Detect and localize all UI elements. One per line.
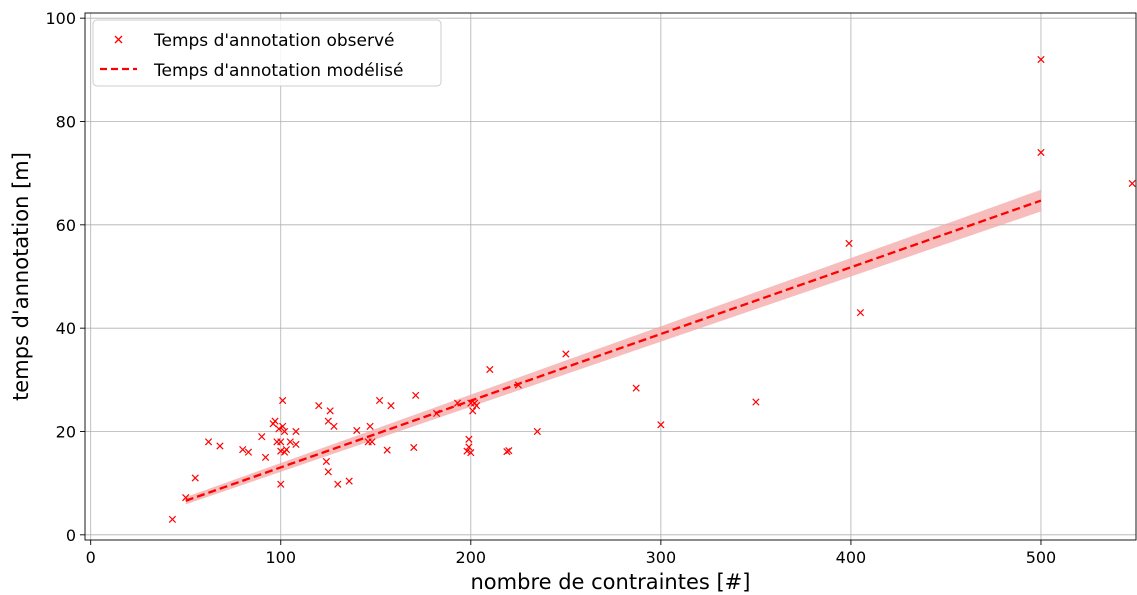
observed-point [845, 239, 853, 248]
observed-point [330, 422, 338, 430]
legend-label-modeled: Temps d'annotation modélisé [153, 61, 403, 81]
observed-point [168, 515, 177, 523]
observed-point [856, 309, 865, 317]
observed-point [472, 402, 481, 410]
observed-point [292, 427, 300, 436]
observed-point [326, 407, 334, 415]
legend-box [92, 19, 442, 87]
observed-point [366, 422, 374, 430]
model-line-layer [185, 199, 1042, 502]
observed-point [292, 440, 300, 449]
x-tick-label: 400 [836, 548, 867, 567]
observed-points-layer [168, 55, 1136, 523]
observed-point [275, 425, 283, 433]
observed-point [258, 433, 266, 441]
observed-point [465, 443, 473, 451]
observed-point [204, 438, 213, 446]
y-tick-label: 100 [45, 9, 76, 28]
confidence-band [185, 189, 1041, 505]
observed-point [375, 396, 384, 405]
observed-point [503, 448, 511, 456]
observed-point [368, 438, 376, 446]
x-axis-ticks: 0 100 200 300 400 500 [86, 540, 1057, 567]
x-tick-label: 100 [265, 548, 296, 567]
observed-point [315, 402, 323, 410]
observed-point [244, 448, 253, 456]
observed-point [562, 350, 570, 358]
observed-point [279, 422, 287, 430]
observed-point [239, 445, 247, 454]
observed-point [286, 438, 294, 446]
x-tick-label: 300 [646, 548, 677, 567]
y-tick-label: 0 [66, 526, 76, 545]
x-axis-label: nombre de contraintes [#] [471, 570, 751, 594]
observed-point [1128, 179, 1136, 188]
observed-point [279, 396, 287, 405]
observed-point [632, 384, 640, 392]
observed-point [1037, 148, 1045, 157]
observed-point [432, 409, 441, 418]
observed-point [533, 427, 541, 436]
observed-point [752, 398, 760, 406]
observed-point [469, 407, 477, 415]
observed-point [277, 438, 285, 446]
observed-point [465, 435, 473, 443]
observed-point [261, 453, 270, 461]
y-tick-label: 20 [56, 423, 76, 442]
observed-point [387, 402, 395, 410]
plot-frame [84, 12, 1137, 541]
observed-point [324, 417, 332, 425]
x-tick-label: 0 [86, 548, 96, 567]
y-tick-label: 80 [56, 113, 76, 132]
grid-lines [85, 13, 1136, 540]
observed-point [182, 494, 190, 502]
observed-point [486, 365, 494, 374]
observed-point [271, 417, 279, 425]
observed-point [514, 381, 522, 389]
model-line [185, 199, 1042, 502]
observed-point [463, 447, 471, 455]
observed-point [412, 391, 420, 399]
observed-point [657, 421, 665, 429]
observed-point [280, 427, 289, 436]
observed-point [191, 474, 199, 482]
y-tick-label: 40 [56, 319, 76, 338]
observed-point [505, 446, 513, 455]
observed-point [282, 445, 291, 454]
legend: Temps d'annotation observé Temps d'annot… [92, 19, 442, 87]
legend-label-observed: Temps d'annotation observé [153, 31, 394, 51]
x-tick-label: 200 [456, 548, 487, 567]
observed-point [1037, 55, 1045, 64]
observed-point [383, 446, 391, 454]
observed-point [277, 480, 285, 488]
confidence-band-layer [185, 189, 1041, 505]
observed-point [322, 457, 330, 466]
observed-point [410, 443, 418, 452]
observed-point [334, 480, 342, 488]
observed-point [324, 468, 332, 476]
x-tick-label: 500 [1026, 548, 1057, 567]
legend-marker-observed [114, 35, 123, 44]
observed-point [353, 426, 361, 435]
observed-point [345, 477, 353, 485]
y-axis-ticks: 0 20 40 60 80 100 [45, 9, 85, 545]
observed-point [467, 449, 475, 457]
observed-point [216, 442, 224, 450]
observed-point [453, 399, 462, 407]
y-axis-label: temps d'annotation [m] [9, 152, 33, 401]
y-tick-label: 60 [56, 216, 76, 235]
